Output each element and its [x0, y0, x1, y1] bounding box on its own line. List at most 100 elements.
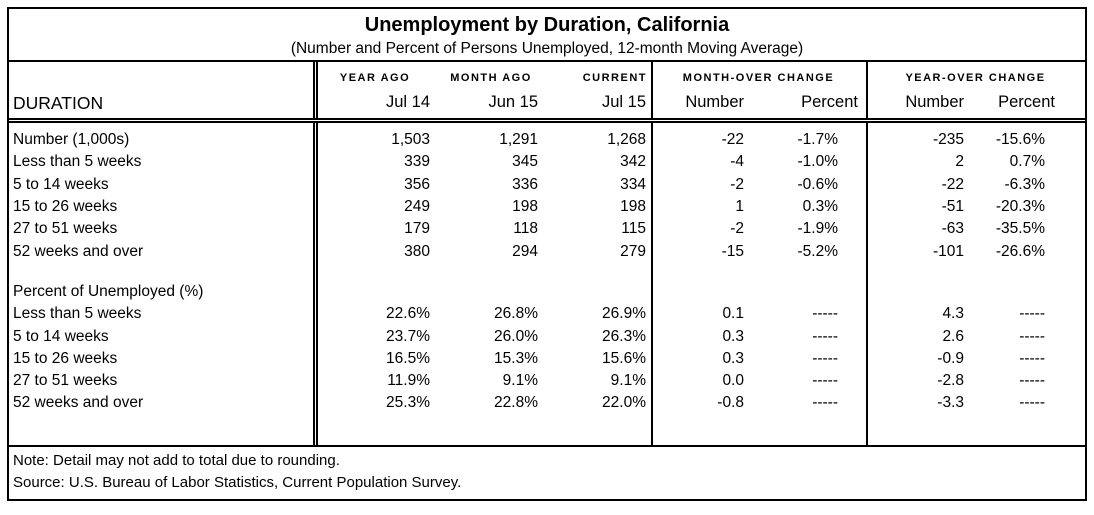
cell-yoy-percent: 0.7%: [1009, 153, 1045, 171]
column-header-jun-15: Jun 15: [488, 93, 538, 111]
page-subtitle: (Number and Percent of Persons Unemploye…: [290, 40, 804, 57]
cell-mom-percent: -1.7%: [797, 131, 839, 149]
column-header-yoy-number: Number: [905, 93, 964, 111]
double-vertical-rule: [313, 123, 318, 445]
table-row: Number (1,000s) 1,503 1,291 1,268 -22 -1…: [9, 129, 1085, 151]
double-vertical-rule: [313, 62, 318, 118]
column-header-duration: DURATION: [13, 93, 104, 113]
cell-yoy-number: -0.9: [937, 349, 964, 367]
cell-yoy-percent: -6.3%: [1004, 175, 1046, 193]
cell-yoy-number: 2.6: [942, 327, 964, 345]
cell-mom-percent: -----: [812, 349, 838, 367]
cell-mom-percent: -1.9%: [797, 220, 839, 238]
row-label: Less than 5 weeks: [13, 153, 142, 171]
row-label: 5 to 14 weeks: [13, 327, 109, 345]
column-header-mom-number: Number: [685, 93, 744, 111]
cell-mom-percent: 0.3%: [802, 198, 838, 216]
cell-current: 26.3%: [602, 327, 646, 345]
table-row: 15 to 26 weeks 249 198 198 1 0.3% -51 -2…: [9, 196, 1085, 218]
cell-month-ago: 9.1%: [502, 372, 538, 390]
column-header-yoy-percent: Percent: [998, 93, 1055, 111]
source-text: Source: U.S. Bureau of Labor Statistics,…: [13, 474, 462, 491]
cell-current: 334: [620, 175, 646, 193]
empty-row: [9, 263, 1085, 281]
cell-year-ago: 22.6%: [386, 305, 430, 323]
row-label: 15 to 26 weeks: [13, 198, 118, 216]
table-body: Number (1,000s) 1,503 1,291 1,268 -22 -1…: [9, 123, 1085, 445]
cell-year-ago: 356: [404, 175, 430, 193]
cell-yoy-number: -235: [932, 131, 964, 149]
table-row: Less than 5 weeks 22.6% 26.8% 26.9% 0.1 …: [9, 303, 1085, 325]
table-footer: Note: Detail may not add to total due to…: [9, 445, 1085, 499]
table-row: 5 to 14 weeks 356 336 334 -2 -0.6% -22 -…: [9, 174, 1085, 196]
page-title: Unemployment by Duration, California: [364, 14, 730, 36]
cell-year-ago: 11.9%: [387, 372, 430, 390]
cell-mom-number: -4: [730, 153, 744, 171]
column-header-jul-14: Jul 14: [385, 93, 430, 111]
vertical-rule: [866, 123, 868, 445]
cell-month-ago: 198: [512, 198, 538, 216]
cell-mom-number: -2: [730, 175, 744, 193]
cell-month-ago: 345: [512, 153, 538, 171]
table-title-block: Unemployment by Duration, California (Nu…: [9, 9, 1085, 62]
note-text: Note: Detail may not add to total due to…: [13, 452, 340, 469]
cell-mom-percent: -5.2%: [797, 242, 839, 260]
cell-yoy-percent: -----: [1019, 305, 1045, 323]
row-label: Less than 5 weeks: [13, 305, 142, 323]
table-row: 15 to 26 weeks 16.5% 15.3% 15.6% 0.3 ---…: [9, 348, 1085, 370]
table-header: DURATION YEAR AGO MONTH AGO CURRENT MONT…: [9, 62, 1085, 123]
cell-mom-percent: -----: [812, 327, 838, 345]
table-row: Less than 5 weeks 339 345 342 -4 -1.0% 2…: [9, 151, 1085, 173]
column-header-mom-percent: Percent: [801, 93, 858, 111]
table-row: 27 to 51 weeks 179 118 115 -2 -1.9% -63 …: [9, 218, 1085, 240]
table-row: 5 to 14 weeks 23.7% 26.0% 26.3% 0.3 ----…: [9, 325, 1085, 347]
cell-yoy-number: -51: [941, 198, 964, 216]
cell-year-ago: 380: [404, 242, 430, 260]
unemployment-table: Unemployment by Duration, California (Nu…: [7, 7, 1087, 501]
cell-mom-number: -15: [721, 242, 744, 260]
row-label: 52 weeks and over: [13, 242, 144, 260]
column-group-current: CURRENT: [582, 71, 647, 84]
cell-mom-percent: -0.6%: [797, 175, 839, 193]
cell-yoy-percent: -26.6%: [995, 242, 1045, 260]
cell-year-ago: 339: [404, 153, 430, 171]
row-label: 27 to 51 weeks: [13, 372, 118, 390]
cell-mom-number: -2: [730, 220, 744, 238]
section-label-percent: Percent of Unemployed (%): [13, 282, 204, 300]
cell-current: 115: [621, 220, 646, 238]
table-row: 52 weeks and over 25.3% 22.8% 22.0% -0.8…: [9, 392, 1085, 414]
table-row: 52 weeks and over 380 294 279 -15 -5.2% …: [9, 240, 1085, 262]
vertical-rule: [866, 62, 868, 118]
vertical-rule: [651, 62, 653, 118]
cell-current: 1,268: [607, 131, 646, 149]
cell-year-ago: 25.3%: [386, 394, 430, 412]
cell-mom-percent: -----: [812, 394, 838, 412]
cell-mom-number: 0.3: [722, 327, 744, 345]
table-row: 27 to 51 weeks 11.9% 9.1% 9.1% 0.0 -----…: [9, 370, 1085, 392]
cell-yoy-number: -101: [932, 242, 964, 260]
cell-current: 342: [620, 153, 646, 171]
row-label: Number (1,000s): [13, 131, 130, 149]
column-group-month-ago: MONTH AGO: [450, 71, 532, 84]
cell-month-ago: 294: [512, 242, 538, 260]
cell-current: 22.0%: [602, 394, 646, 412]
row-label: 15 to 26 weeks: [13, 349, 118, 367]
cell-current: 279: [620, 242, 646, 260]
cell-mom-number: -0.8: [717, 394, 744, 412]
cell-month-ago: 1,291: [499, 131, 538, 149]
cell-mom-number: 1: [735, 198, 744, 216]
cell-year-ago: 16.5%: [386, 349, 430, 367]
cell-yoy-percent: -20.3%: [995, 198, 1045, 216]
cell-year-ago: 23.7%: [386, 327, 430, 345]
cell-mom-number: 0.3: [722, 349, 744, 367]
cell-yoy-percent: -15.6%: [995, 131, 1045, 149]
cell-yoy-percent: -----: [1019, 327, 1045, 345]
cell-month-ago: 22.8%: [494, 394, 538, 412]
cell-mom-number: 0.0: [722, 372, 744, 390]
cell-current: 9.1%: [610, 372, 646, 390]
cell-current: 26.9%: [602, 305, 646, 323]
cell-month-ago: 15.3%: [494, 349, 538, 367]
column-group-month-over-change: MONTH-OVER CHANGE: [682, 71, 835, 84]
cell-month-ago: 26.8%: [494, 305, 538, 323]
cell-yoy-percent: -----: [1019, 394, 1045, 412]
